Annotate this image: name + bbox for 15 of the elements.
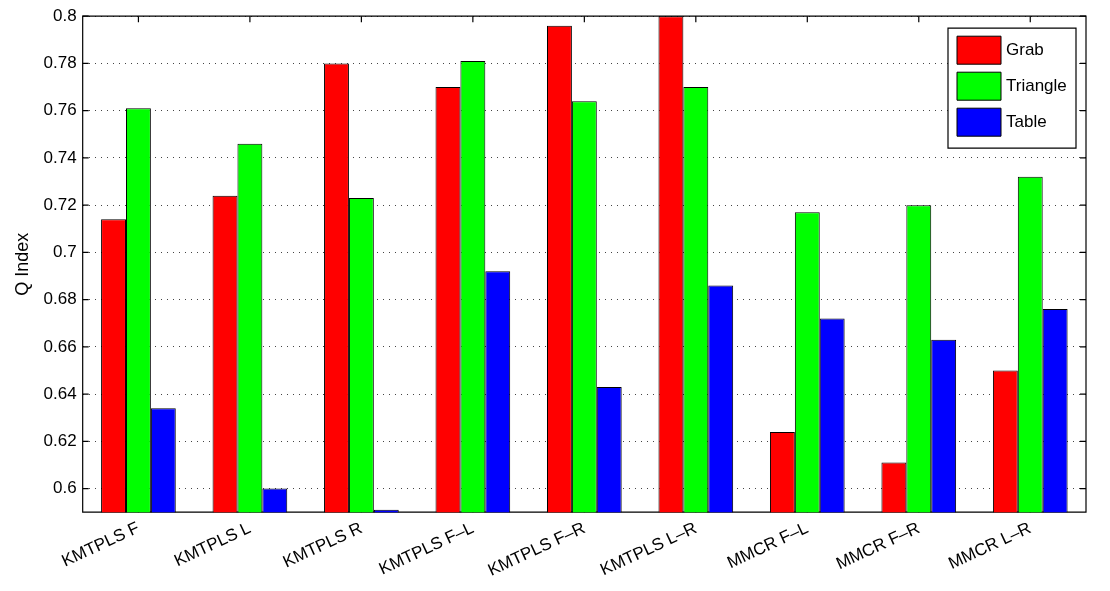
legend-label: Grab — [1006, 39, 1044, 59]
legend-label: Table — [1006, 111, 1047, 131]
y-tick-label: 0.76 — [43, 100, 77, 120]
y-tick-label: 0.78 — [43, 53, 77, 73]
y-tick-label: 0.8 — [53, 5, 77, 25]
legend-label: Triangle — [1006, 75, 1067, 95]
y-tick-label: 0.62 — [43, 431, 77, 451]
y-tick-label: 0.6 — [53, 478, 77, 498]
y-tick-label: 0.64 — [43, 383, 77, 403]
y-tick-label: 0.7 — [53, 242, 77, 262]
y-tick-label: 0.68 — [43, 289, 77, 309]
y-axis-title: Q Index — [11, 232, 32, 296]
y-tick-label: 0.72 — [43, 194, 77, 214]
y-tick-label: 0.66 — [43, 336, 77, 356]
y-tick-label: 0.74 — [43, 147, 77, 167]
